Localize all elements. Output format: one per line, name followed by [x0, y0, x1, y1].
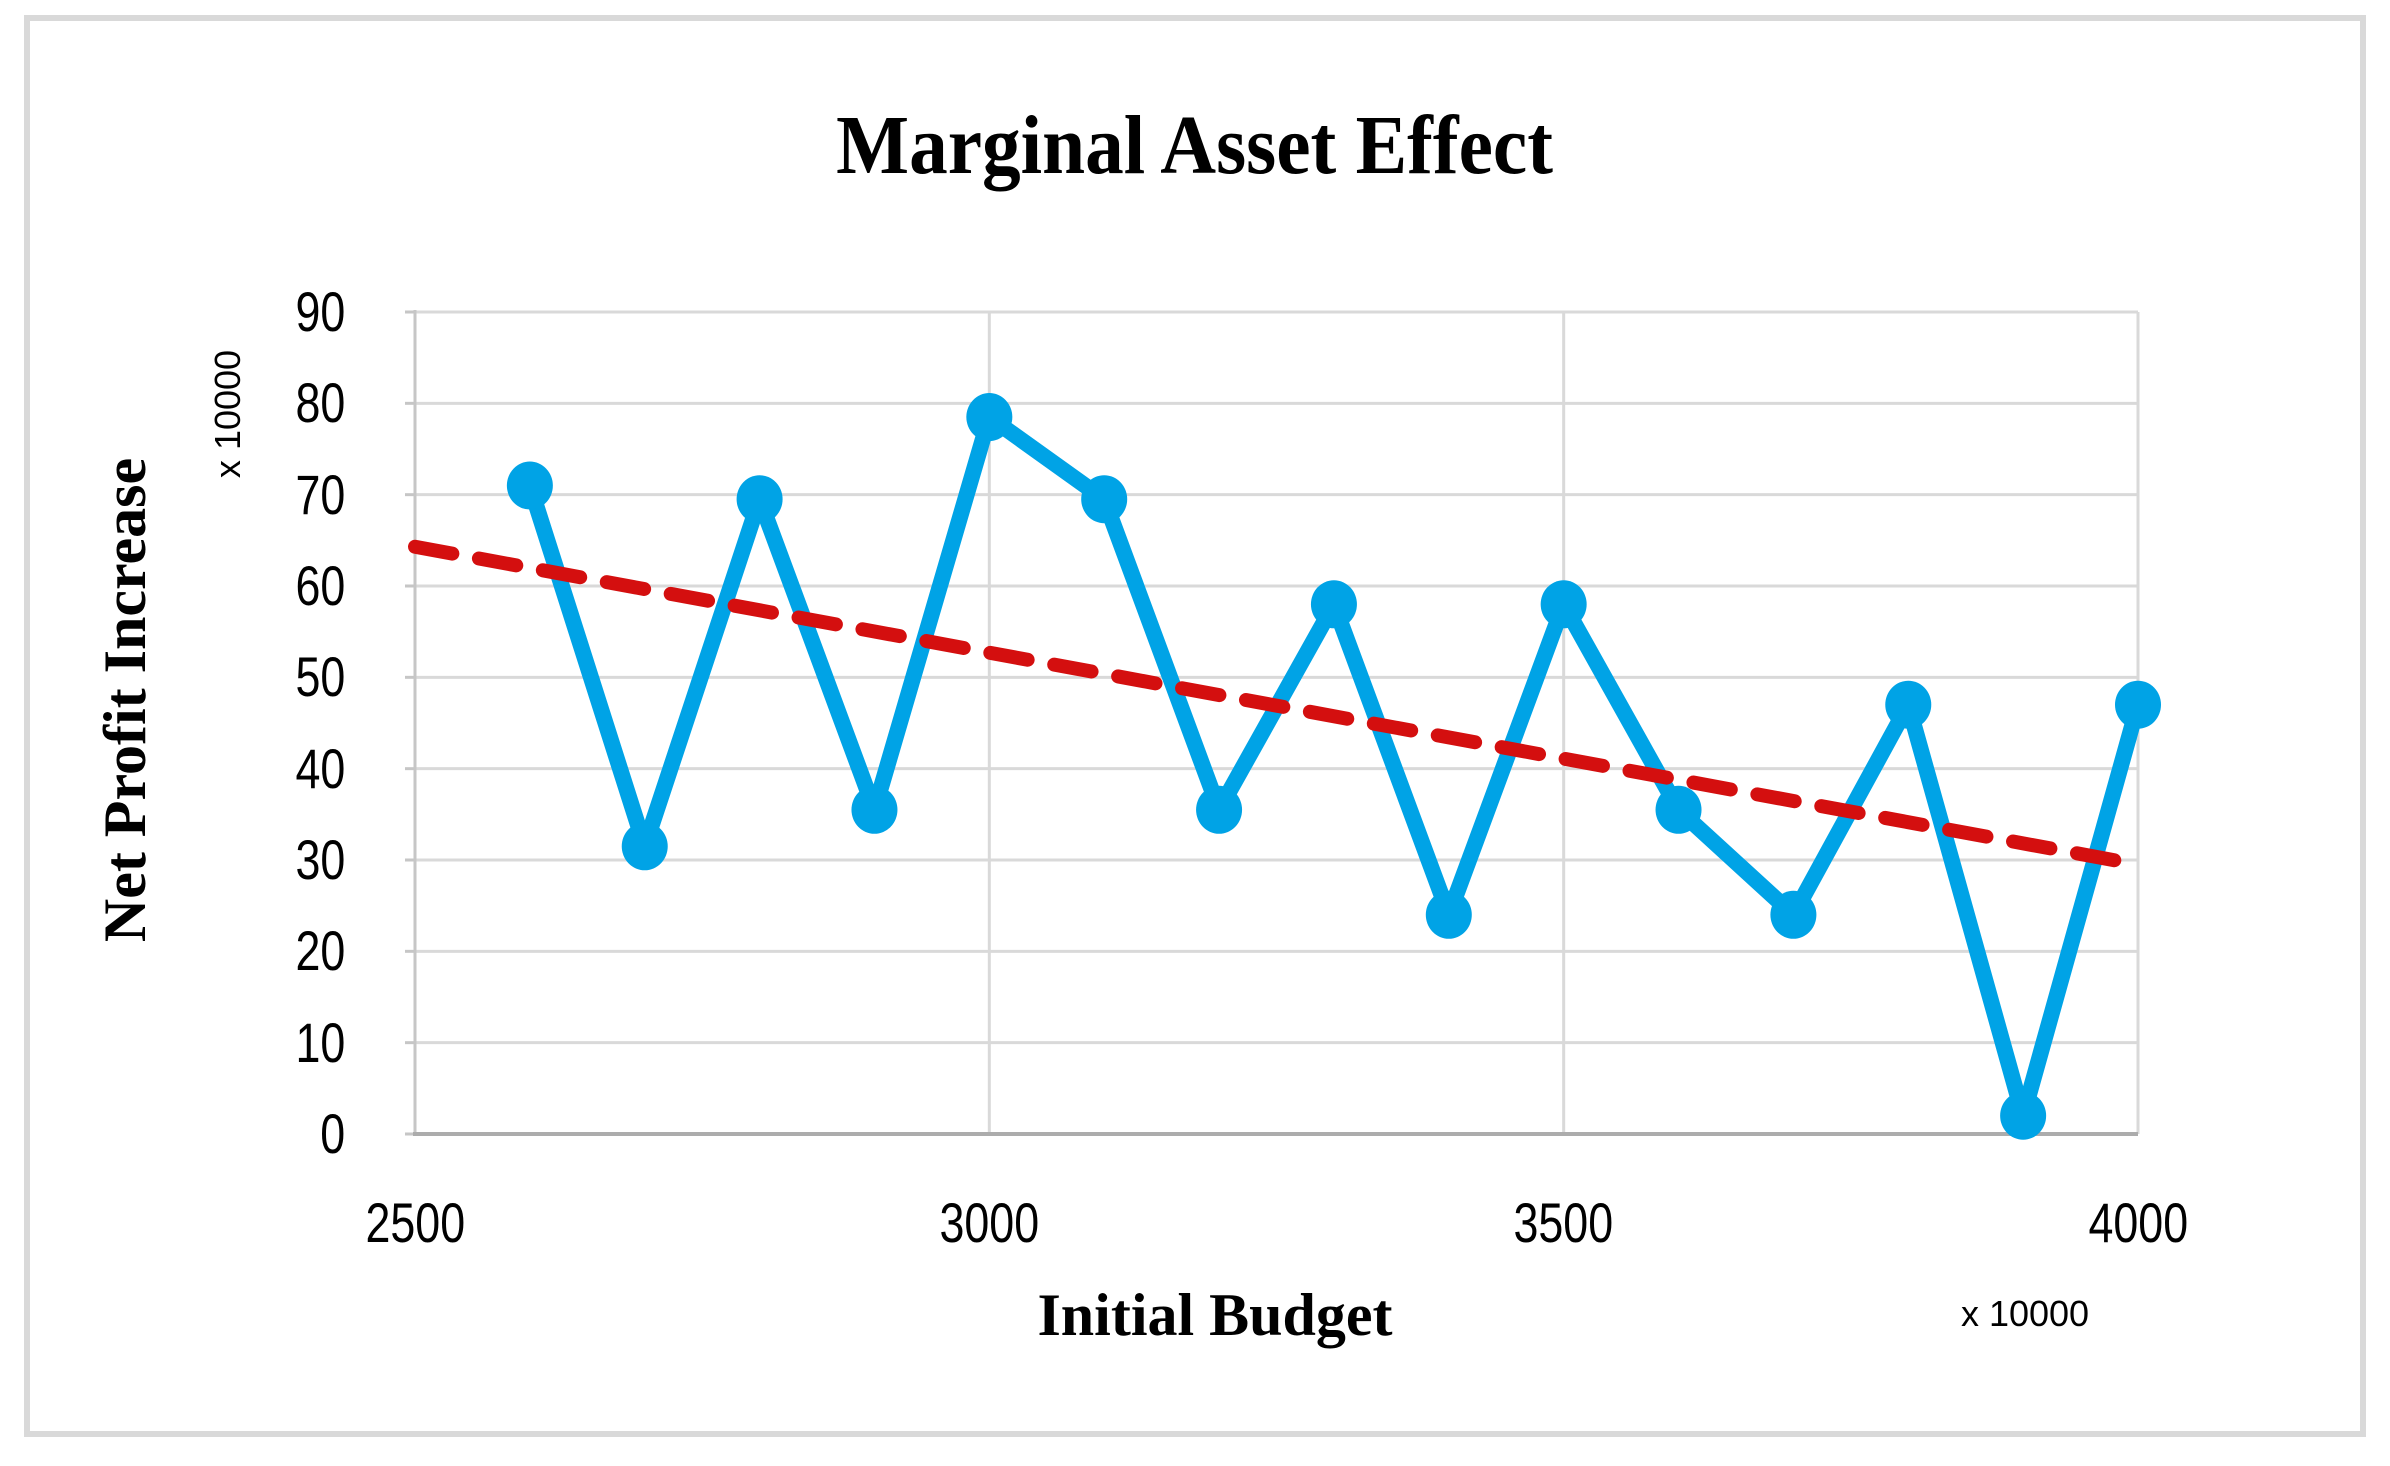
y-tick-label: 90 — [295, 280, 345, 343]
y-tick-label: 80 — [295, 371, 345, 435]
data-point-marker — [851, 785, 898, 834]
data-point-marker — [1885, 680, 1932, 729]
data-point-marker — [621, 822, 668, 871]
y-tick-label: 60 — [295, 554, 345, 617]
x-axis-multiplier-text: x 10000 — [1960, 1293, 2090, 1334]
data-point-marker — [1540, 580, 1587, 629]
x-axis-title-text: Initial Budget — [1037, 1282, 1393, 1348]
x-axis-multiplier-label: x 10000 — [1915, 1294, 2135, 1334]
data-series-line — [521, 409, 2146, 1124]
y-tick-label: 20 — [295, 919, 345, 983]
data-point-marker — [1196, 785, 1243, 834]
data-point-marker — [2115, 680, 2161, 729]
data-point-marker — [1081, 475, 1128, 524]
chart-title: Marginal Asset Effect — [0, 96, 2390, 196]
data-point-marker — [966, 393, 1013, 442]
data-point-marker — [736, 475, 783, 524]
x-tick-label: 2500 — [365, 1191, 465, 1254]
data-point-marker — [1310, 580, 1357, 629]
figure-border — [24, 15, 2366, 1437]
x-tick-label: 3500 — [1513, 1191, 1614, 1254]
data-point-marker — [506, 461, 553, 510]
data-point-marker — [2000, 1091, 2047, 1140]
y-tick-label: 70 — [295, 462, 345, 526]
x-tick-label: 4000 — [2088, 1191, 2188, 1254]
data-point-marker — [1425, 890, 1472, 939]
chart-title-text: Marginal Asset Effect — [836, 99, 1554, 192]
y-tick-label: 50 — [295, 645, 345, 709]
y-tick-label: 30 — [295, 828, 345, 891]
y-tick-label: 10 — [295, 1010, 345, 1074]
data-point-marker — [1770, 890, 1817, 939]
x-axis-title: Initial Budget — [865, 1283, 1565, 1347]
y-tick-label: 0 — [320, 1102, 345, 1165]
data-point-marker — [1655, 785, 1702, 834]
y-tick-label: 40 — [295, 736, 345, 800]
trendline — [408, 539, 2131, 869]
x-tick-label: 3000 — [939, 1191, 1040, 1254]
